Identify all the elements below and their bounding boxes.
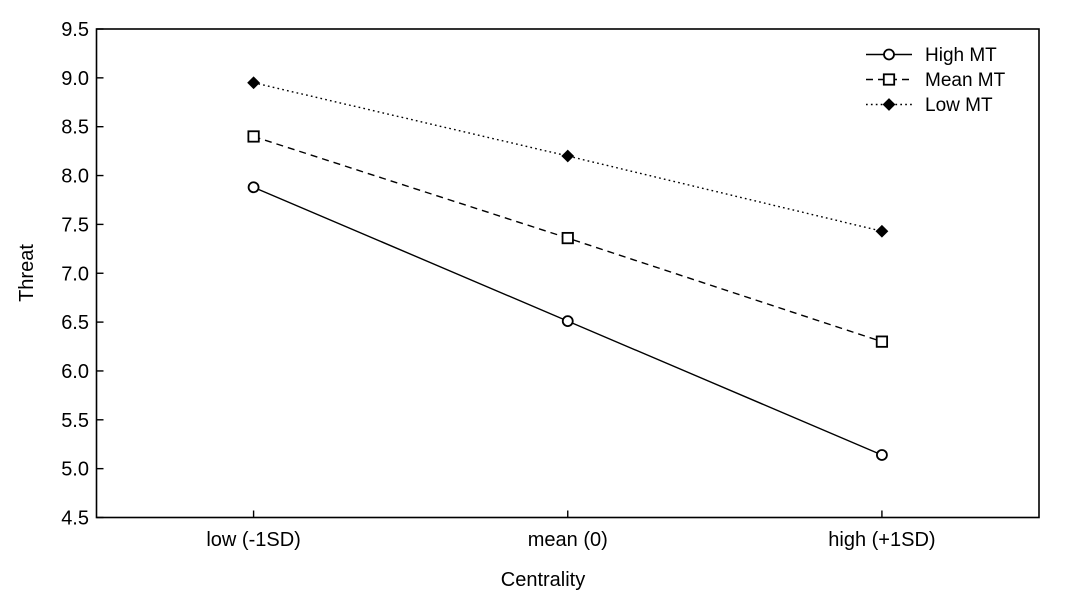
plot-border — [95, 28, 1040, 519]
circle-marker — [876, 449, 888, 461]
square-marker — [247, 130, 260, 143]
square-marker — [875, 335, 889, 348]
x-axis-title: Centrality — [501, 569, 585, 591]
x-axis: low (-1SD) mean (0) high (+1SD) — [206, 510, 936, 551]
y-tick-label: 8.0 — [61, 166, 89, 188]
legend-entry-mean-mt: Mean MT — [866, 70, 1006, 91]
legend-label: Mean MT — [925, 70, 1006, 91]
y-tick-label: 5.5 — [61, 410, 89, 432]
y-tick-label: 7.0 — [61, 263, 89, 285]
square-marker — [882, 73, 896, 86]
circle-marker — [247, 181, 260, 194]
y-axis-title: Threat — [16, 244, 38, 302]
x-category-label: low (-1SD) — [206, 529, 300, 551]
y-tick-label: 7.5 — [61, 214, 89, 236]
diamond-marker — [247, 76, 260, 90]
diamond-marker — [882, 98, 896, 111]
diamond-marker — [875, 224, 889, 238]
y-tick-label: 6.5 — [61, 312, 89, 334]
y-tick-label: 9.5 — [61, 19, 89, 41]
circle-marker — [561, 315, 574, 328]
legend-entry-low-mt: Low MT — [866, 95, 993, 116]
y-tick-label: 9.0 — [61, 68, 89, 90]
y-tick-label: 4.5 — [61, 508, 89, 530]
diamond-marker — [561, 149, 575, 163]
legend: High MT Mean MT Low MT — [866, 45, 1006, 116]
circle-marker — [883, 48, 895, 61]
y-axis: 9.5 9.0 8.5 8.0 7.5 7.0 6.5 6.0 5.5 5.0 4.5 — [61, 19, 104, 530]
legend-entry-high-mt: High MT — [866, 45, 997, 66]
legend-label: High MT — [925, 45, 997, 66]
y-tick-label: 6.0 — [61, 361, 89, 383]
x-category-label: mean (0) — [528, 529, 608, 551]
legend-label: Low MT — [925, 95, 993, 116]
x-category-label: high (+1SD) — [828, 529, 935, 551]
y-tick-label: 5.0 — [61, 459, 89, 481]
series-layer — [247, 76, 889, 461]
square-marker — [561, 231, 574, 245]
y-tick-label: 8.5 — [61, 117, 89, 139]
